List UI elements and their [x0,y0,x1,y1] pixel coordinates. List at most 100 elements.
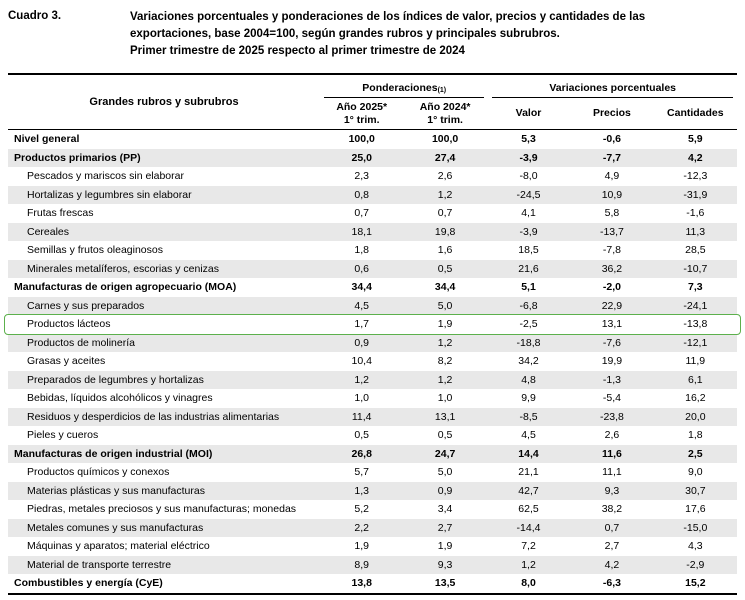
column-header-precios: Precios [592,107,631,120]
cell-value: -31,9 [683,188,708,201]
cell-value: -2,0 [602,281,621,294]
cell-value: 11,4 [351,410,372,423]
row-label: Pescados y mariscos sin elaborar [27,170,184,183]
cell-value: 2,3 [354,170,369,183]
table-row: Productos primarios (PP) 25,0 27,4 -3,9 -7,7… [8,148,737,167]
cell-value: -18,8 [516,336,541,349]
cell-value: 5,1 [521,281,536,294]
cell-value: 0,5 [354,429,369,442]
column-headers: Ponderaciones (1) Variaciones porcentuale… [320,75,737,129]
table-row: Pieles y cueros 0,5 0,5 4,5 2,6 1,8 [8,426,737,445]
cell-value: -7,7 [602,151,621,164]
cell-value: -6,3 [602,577,621,590]
cell-value: -8,5 [519,410,538,423]
cell-value: 7,2 [521,540,536,553]
cell-value: 2,7 [604,540,620,553]
group-ponderaciones-label: Ponderaciones [362,82,438,94]
cell-value: 4,1 [521,207,536,220]
title-line-1: Variaciones porcentuales y ponderaciones… [130,11,646,23]
cell-value: 1,9 [354,540,369,553]
cell-value: 5,8 [604,207,620,220]
cell-value: 0,7 [604,521,620,534]
cell-value: 9,0 [688,466,703,479]
table-row: Material de transporte terrestre 8,9 9,3 1,… [8,555,737,574]
cell-value: -8,0 [519,170,538,183]
cell-value: 0,8 [354,188,369,201]
cell-value: 5,0 [437,299,453,312]
cell-value: 4,2 [604,558,620,571]
cell-value: 5,0 [437,466,453,479]
cell-value: 1,3 [354,484,369,497]
row-label: Piedras, metales preciosos y sus manufac… [27,503,297,516]
cell-value: 38,2 [601,503,623,516]
cell-value: 4,5 [521,429,536,442]
cell-value: 0,5 [437,262,453,275]
cell-value: 8,0 [521,577,536,590]
cell-value: 2,6 [437,170,453,183]
cell-value: 7,3 [688,281,703,294]
table-row: Metales comunes y sus manufacturas 2,2 2,7… [8,518,737,537]
cell-value: 2,2 [354,521,369,534]
table-row: Carnes y sus preparados 4,5 5,0 -6,8 22,9 -24… [8,296,737,315]
footnote-marker: (1) [437,87,447,94]
cell-value: 42,7 [518,484,539,497]
subheader-row: Año 2025* 1° trim. Año 2024* 1° trim. Va… [320,98,737,129]
cell-value: 0,9 [354,336,369,349]
cell-value: -13,8 [683,318,708,331]
cell-value: 5,3 [521,133,536,146]
cell-value: 20,0 [685,410,706,423]
row-label: Materias plásticas y sus manufacturas [27,484,205,497]
cell-value: 3,4 [437,503,453,516]
cell-value: 13,1 [601,318,623,331]
row-label: Material de transporte terrestre [27,558,172,571]
cell-value: 0,6 [354,262,369,275]
cell-value: 100,0 [348,133,375,146]
row-label: Preparados de legumbres y hortalizas [27,373,204,386]
cell-value: -3,9 [519,151,538,164]
cell-value: 1,2 [437,188,453,201]
table-row: Materias plásticas y sus manufacturas 1,3… [8,481,737,500]
cell-value: 4,2 [688,151,703,164]
cell-value: 13,5 [434,577,456,590]
cell-value: 1,9 [437,318,453,331]
cell-value: 0,7 [354,207,369,220]
row-label: Nivel general [14,133,80,146]
cell-value: 5,9 [688,133,703,146]
row-label: Productos primarios (PP) [14,151,141,164]
table-row: Máquinas y aparatos; material eléctrico 1… [8,537,737,556]
cell-value: 24,7 [434,447,456,460]
cell-value: 11,3 [685,225,706,238]
cell-value: -5,4 [602,392,621,405]
cell-value: -2,9 [686,558,705,571]
row-label: Manufacturas de origen industrial (MOI) [14,447,213,460]
cell-value: 21,1 [518,466,539,479]
cell-value: 19,8 [434,225,456,238]
cell-value: 1,8 [688,429,703,442]
table-row: Semillas y frutos oleaginosos 1,8 1,6 18,5 -… [8,241,737,260]
table-row-highlighted: Productos lácteos 1,7 1,9 -2,5 13,1 -13,8 [4,313,741,335]
cell-value: -3,9 [519,225,538,238]
cell-value: 1,2 [354,373,369,386]
table-row: Preparados de legumbres y hortalizas 1,2 1… [8,370,737,389]
group-header-variaciones: Variaciones porcentuales [492,75,733,98]
cell-value: 10,9 [601,188,623,201]
row-header-label: Grandes rubros y subrubros [89,96,239,108]
table-row: Nivel general 100,0 100,0 5,3 -0,6 5,9 [8,130,737,149]
table-row: Residuos y desperdicios de las industria… [8,407,737,426]
cell-value: -1,3 [602,373,621,386]
cell-value: 14,4 [518,447,539,460]
cell-value: 19,9 [601,355,623,368]
cell-value: -24,5 [516,188,541,201]
cell-value: 11,1 [602,466,622,479]
cell-value: 10,4 [351,355,372,368]
cell-value: 22,9 [601,299,623,312]
cell-value: -23,8 [599,410,624,423]
row-label: Pieles y cueros [27,429,99,442]
row-label: Productos de molinería [27,336,135,349]
cell-value: 1,2 [437,373,453,386]
cell-value: -13,7 [599,225,624,238]
cell-value: 25,0 [351,151,372,164]
cell-value: 9,9 [521,392,536,405]
column-header-ano-2024: Año 2024* 1° trim. [419,101,471,126]
cell-value: 0,5 [437,429,453,442]
